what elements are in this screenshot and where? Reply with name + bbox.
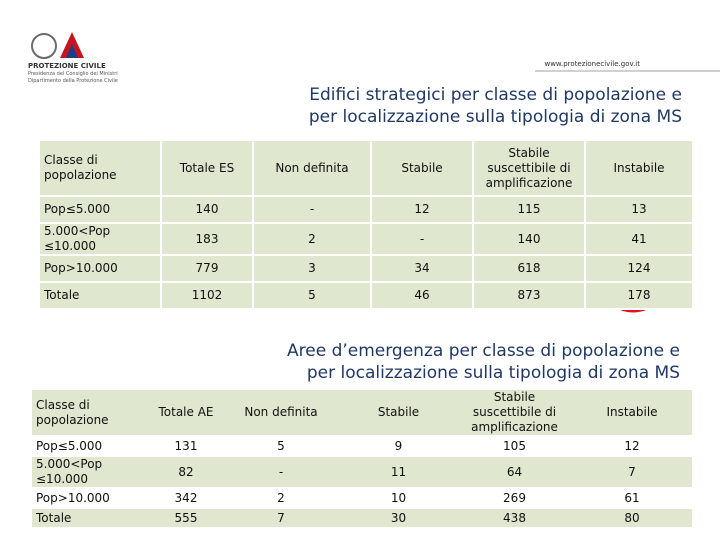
table-cell: 9	[340, 436, 457, 457]
emblem	[31, 33, 57, 59]
header-cell: Totale ES	[160, 139, 254, 197]
table-cell: Pop≤5.000	[38, 195, 162, 224]
table-cell: 183	[160, 222, 254, 256]
table-cell: 873	[472, 281, 586, 310]
table-cell: 105	[457, 436, 572, 457]
table-cell: 5.000<Pop ≤10.000	[32, 456, 150, 489]
title-line: Edifici strategici per classe di popolaz…	[309, 85, 682, 105]
logo-title: PROTEZIONE CIVILE	[28, 62, 106, 70]
table-cell: 12	[370, 195, 474, 224]
table-cell: 178	[584, 281, 694, 310]
table-cell: 779	[160, 254, 254, 283]
table-cell: 5.000<Pop ≤10.000	[38, 222, 162, 256]
table-row: Pop≤5.000 140-12 115 13	[38, 195, 694, 224]
header-row: Classe di popolazione Totale ES Non defini…	[38, 139, 694, 197]
table-cell: 64	[457, 456, 572, 489]
table-row: Totale 1102 5 46 873 178	[38, 281, 694, 310]
table-cell: 115	[472, 195, 586, 224]
table-cell: 11	[340, 456, 457, 489]
table-cell: 61	[572, 488, 692, 509]
header-cell: Stabile	[340, 390, 457, 437]
header-cell: Stabile suscettibile di amplificazione	[472, 139, 586, 197]
header-cell: Non definita	[222, 390, 340, 437]
table-cell: 1102	[160, 281, 254, 310]
table-cell: 12	[572, 436, 692, 457]
table-cell: 34	[370, 254, 474, 283]
title-line: per localizzazione sulla tipologia di zo…	[308, 107, 682, 127]
table-row: Pop≤5.000 131 5 9 105 12	[32, 436, 692, 457]
table-cell: 30	[340, 508, 457, 529]
table: Classe di popolazione Totale AE Non defini…	[32, 390, 692, 529]
header-cell: Instabile	[572, 390, 692, 437]
table-cell: -	[222, 456, 340, 489]
table-cell: Pop≤5.000	[32, 436, 150, 457]
table-cell: 131	[150, 436, 222, 457]
table-cell: 555	[150, 508, 222, 529]
table-row: Pop>10.000 342 2 10 269 61	[32, 488, 692, 509]
header-cell: Classe di popolazione	[38, 139, 162, 197]
table-row: Pop>10.000 779 3 34 618 124	[38, 254, 694, 283]
url: www.protezionecivile.gov.it	[544, 60, 640, 68]
table: Classe di popolazione Totale ES Non defini…	[38, 139, 694, 310]
table-row: 5.000<Pop ≤10.000 82-11 64 7	[32, 456, 692, 489]
table-cell: 140	[160, 195, 254, 224]
table-cell: 13	[584, 195, 694, 224]
section-title: Aree d’emergenza per classe di popolazio…	[180, 340, 680, 384]
table-cell: 7	[222, 508, 340, 529]
header-cell: Stabile suscettibile di amplificazione	[457, 390, 572, 437]
title-line: Aree d’emergenza per classe di popolazio…	[287, 341, 680, 361]
table-cell: 342	[150, 488, 222, 509]
header-row: Classe di popolazione Totale AE Non defini…	[32, 390, 692, 437]
header-cell: Non definita	[252, 139, 372, 197]
table-cell: 618	[472, 254, 586, 283]
table-cell: 2	[252, 222, 372, 256]
table-cell: 269	[457, 488, 572, 509]
title-line: per localizzazione sulla tipologia di zo…	[306, 363, 680, 383]
table-cell: 41	[584, 222, 694, 256]
header-cell: Totale AE	[150, 390, 222, 437]
table-cell: 46	[370, 281, 474, 310]
logo-triangle-inner	[66, 44, 78, 58]
header-cell: Instabile	[584, 139, 694, 197]
table-cell: 438	[457, 508, 572, 529]
table-row: Totale 555 7 30 438 80	[32, 508, 692, 529]
table-cell: 82	[150, 456, 222, 489]
logo-line: Presidenza del Consiglio dei Ministri	[28, 71, 118, 77]
table-cell: 140	[472, 222, 586, 256]
table-cell: 7	[572, 456, 692, 489]
header-cell: Stabile	[370, 139, 474, 197]
table-cell: 5	[222, 436, 340, 457]
logo-line: Dipartimento della Protezione Civile	[28, 78, 118, 84]
table-row: 5.000<Pop ≤10.000 183 2-140 41	[38, 222, 694, 256]
table-cell: Totale	[38, 281, 162, 310]
table-cell: 10	[340, 488, 457, 509]
table-cell: Pop>10.000	[32, 488, 150, 509]
header-cell: Classe di popolazione	[32, 390, 150, 437]
table-cell: 80	[572, 508, 692, 529]
table-cell: -	[252, 195, 372, 224]
table-cell: 124	[584, 254, 694, 283]
table-cell: 3	[252, 254, 372, 283]
table-cell: Pop>10.000	[38, 254, 162, 283]
table-cell: 5	[252, 281, 372, 310]
table-cell: Totale	[32, 508, 150, 529]
table-cell: -	[370, 222, 474, 256]
table-cell: 2	[222, 488, 340, 509]
section-title: Edifici strategici per classe di popolaz…	[182, 84, 682, 128]
